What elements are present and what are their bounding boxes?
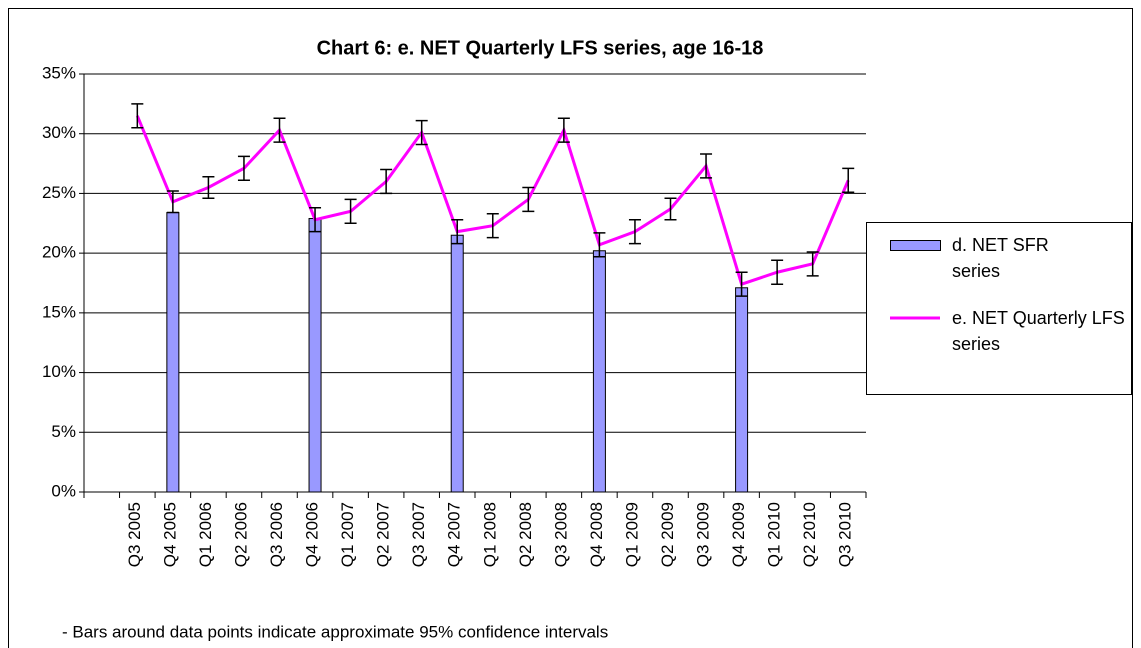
y-tick-label: 25% [42,183,76,202]
x-tick-label: Q1 2009 [622,502,641,567]
x-tick-label: Q4 2007 [445,502,464,567]
x-tick-label: Q3 2009 [694,502,713,567]
x-tick-label: Q4 2006 [303,502,322,567]
y-tick-label: 15% [42,302,76,321]
error-bar [273,117,286,143]
bar [735,287,749,493]
x-tick-label: Q3 2005 [125,502,144,567]
error-bar [415,119,428,146]
x-tick-label: Q2 2010 [800,502,819,567]
bar [308,218,322,493]
x-tick-label: Q1 2006 [196,502,215,567]
error-bar [166,190,179,214]
y-tick-label: 20% [42,243,76,262]
error-bar [131,103,144,129]
legend-box [866,222,1132,395]
y-tick-label: 30% [42,123,76,142]
y-tick-label: 0% [51,481,76,500]
x-tick-label: Q2 2007 [374,502,393,567]
x-tick-label: Q2 2008 [516,502,535,567]
error-bar [771,259,784,285]
error-bar [237,155,250,182]
bar [592,250,606,493]
y-tick-label: 10% [42,362,76,381]
x-tick-label: Q4 2009 [729,502,748,567]
error-bar [842,167,855,193]
footnote: - Bars around data points indicate appro… [62,622,608,641]
error-bar [202,175,215,199]
x-tick-label: Q2 2006 [231,502,250,567]
x-tick-label: Q3 2007 [409,502,428,567]
error-bar [451,218,464,245]
x-tick-label: Q3 2006 [267,502,286,567]
y-tick-label: 35% [42,63,76,82]
error-bar [344,198,357,225]
error-bar [557,117,570,143]
legend-swatch [890,240,941,251]
error-bar [806,251,819,277]
x-tick-label: Q2 2009 [658,502,677,567]
error-bar [593,232,606,258]
legend-label: d. NET SFR series [952,235,1049,281]
legend-label: e. NET Quarterly LFS series [952,308,1125,354]
error-bar [700,153,713,179]
error-bar [522,186,535,213]
bar [166,212,180,493]
x-tick-label: Q1 2007 [338,502,357,567]
error-bar [735,271,748,297]
x-tick-label: Q3 2010 [836,502,855,567]
x-tick-label: Q1 2010 [765,502,784,567]
error-bar [380,168,393,195]
error-bar [486,212,499,239]
x-tick-label: Q4 2008 [587,502,606,567]
error-bar [664,197,677,221]
bar [450,234,464,493]
y-tick-label: 5% [51,422,76,441]
chart-title: Chart 6: e. NET Quarterly LFS series, ag… [317,37,764,59]
x-tick-label: Q1 2008 [480,502,499,567]
x-tick-label: Q3 2008 [551,502,570,567]
error-bar [628,218,641,245]
x-tick-label: Q4 2005 [160,502,179,567]
error-bar [309,207,322,233]
